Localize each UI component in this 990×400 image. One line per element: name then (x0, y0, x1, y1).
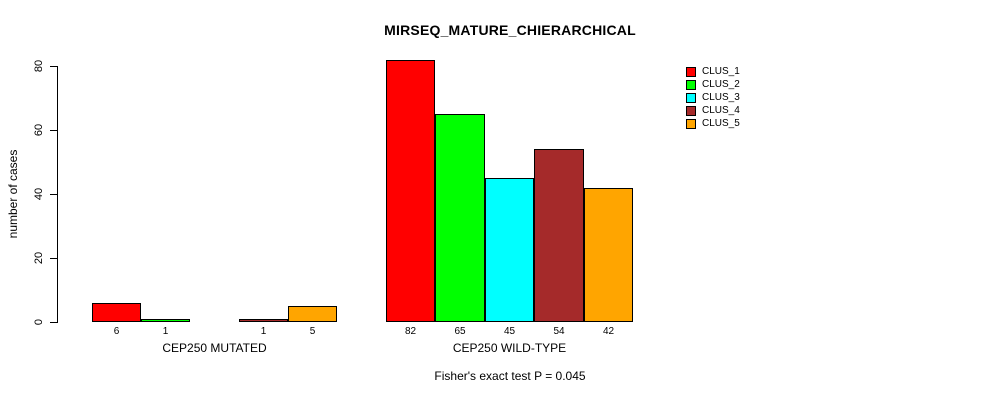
y-tick-mark-60 (50, 130, 57, 131)
bar-clus_3-group2 (485, 178, 534, 322)
bar-clus_1-group2 (386, 60, 435, 322)
legend-item-clus_2: CLUS_2 (686, 78, 740, 91)
y-tick-mark-80 (50, 66, 57, 67)
chart-title: MIRSEQ_MATURE_CHIERARCHICAL (384, 22, 636, 38)
legend-swatch-clus_2 (686, 79, 696, 90)
legend-swatch-clus_1 (686, 66, 696, 77)
legend-label-clus_4: CLUS_4 (702, 105, 740, 116)
y-tick-mark-0 (50, 322, 57, 323)
bar-clus_5-group1 (288, 306, 337, 322)
legend-label-clus_3: CLUS_3 (702, 92, 740, 103)
y-axis-title: number of cases (6, 149, 20, 239)
legend-item-clus_3: CLUS_3 (686, 91, 740, 104)
bar-clus_1-group1 (92, 303, 141, 322)
legend-item-clus_4: CLUS_4 (686, 104, 740, 117)
legend: CLUS_1 CLUS_2 CLUS_3 CLUS_4 CLUS_5 (686, 65, 740, 130)
y-tick-mark-40 (50, 194, 57, 195)
bar-value-clus_3-group2: 45 (503, 326, 516, 337)
legend-label-clus_1: CLUS_1 (702, 66, 740, 77)
bar-clus_4-group2 (534, 149, 584, 322)
y-tick-label-80: 80 (33, 59, 45, 73)
bar-value-clus_2-group1: 1 (162, 326, 169, 337)
y-tick-label-0: 0 (33, 318, 45, 326)
y-tick-label-40: 40 (33, 187, 45, 201)
y-tick-mark-20 (50, 258, 57, 259)
group-label-1: CEP250 MUTATED (162, 341, 267, 355)
bar-clus_2-group1 (141, 319, 190, 322)
bar-value-clus_4-group1: 1 (260, 326, 267, 337)
group-label-2: CEP250 WILD-TYPE (452, 341, 567, 355)
legend-label-clus_2: CLUS_2 (702, 79, 740, 90)
annotation-text: Fisher's exact test P = 0.045 (434, 369, 586, 383)
bar-value-clus_2-group2: 65 (454, 326, 466, 337)
legend-item-clus_5: CLUS_5 (686, 117, 740, 130)
bar-clus_4-group1 (239, 319, 288, 322)
y-tick-label-20: 20 (33, 251, 45, 265)
bar-clus_5-group2 (584, 188, 633, 322)
y-axis-line (57, 66, 58, 323)
bar-value-clus_4-group2: 54 (553, 326, 565, 337)
legend-swatch-clus_5 (686, 118, 696, 129)
legend-label-clus_5: CLUS_5 (702, 118, 740, 129)
bar-value-clus_5-group2: 42 (602, 326, 615, 337)
bar-value-clus_5-group1: 5 (309, 326, 316, 337)
bar-value-clus_1-group1: 6 (113, 326, 120, 337)
legend-swatch-clus_4 (686, 105, 696, 116)
bar-clus_2-group2 (435, 114, 485, 322)
bar-value-clus_1-group2: 82 (404, 326, 417, 337)
legend-item-clus_1: CLUS_1 (686, 65, 740, 78)
legend-swatch-clus_3 (686, 92, 696, 103)
y-tick-label-60: 60 (33, 123, 45, 137)
